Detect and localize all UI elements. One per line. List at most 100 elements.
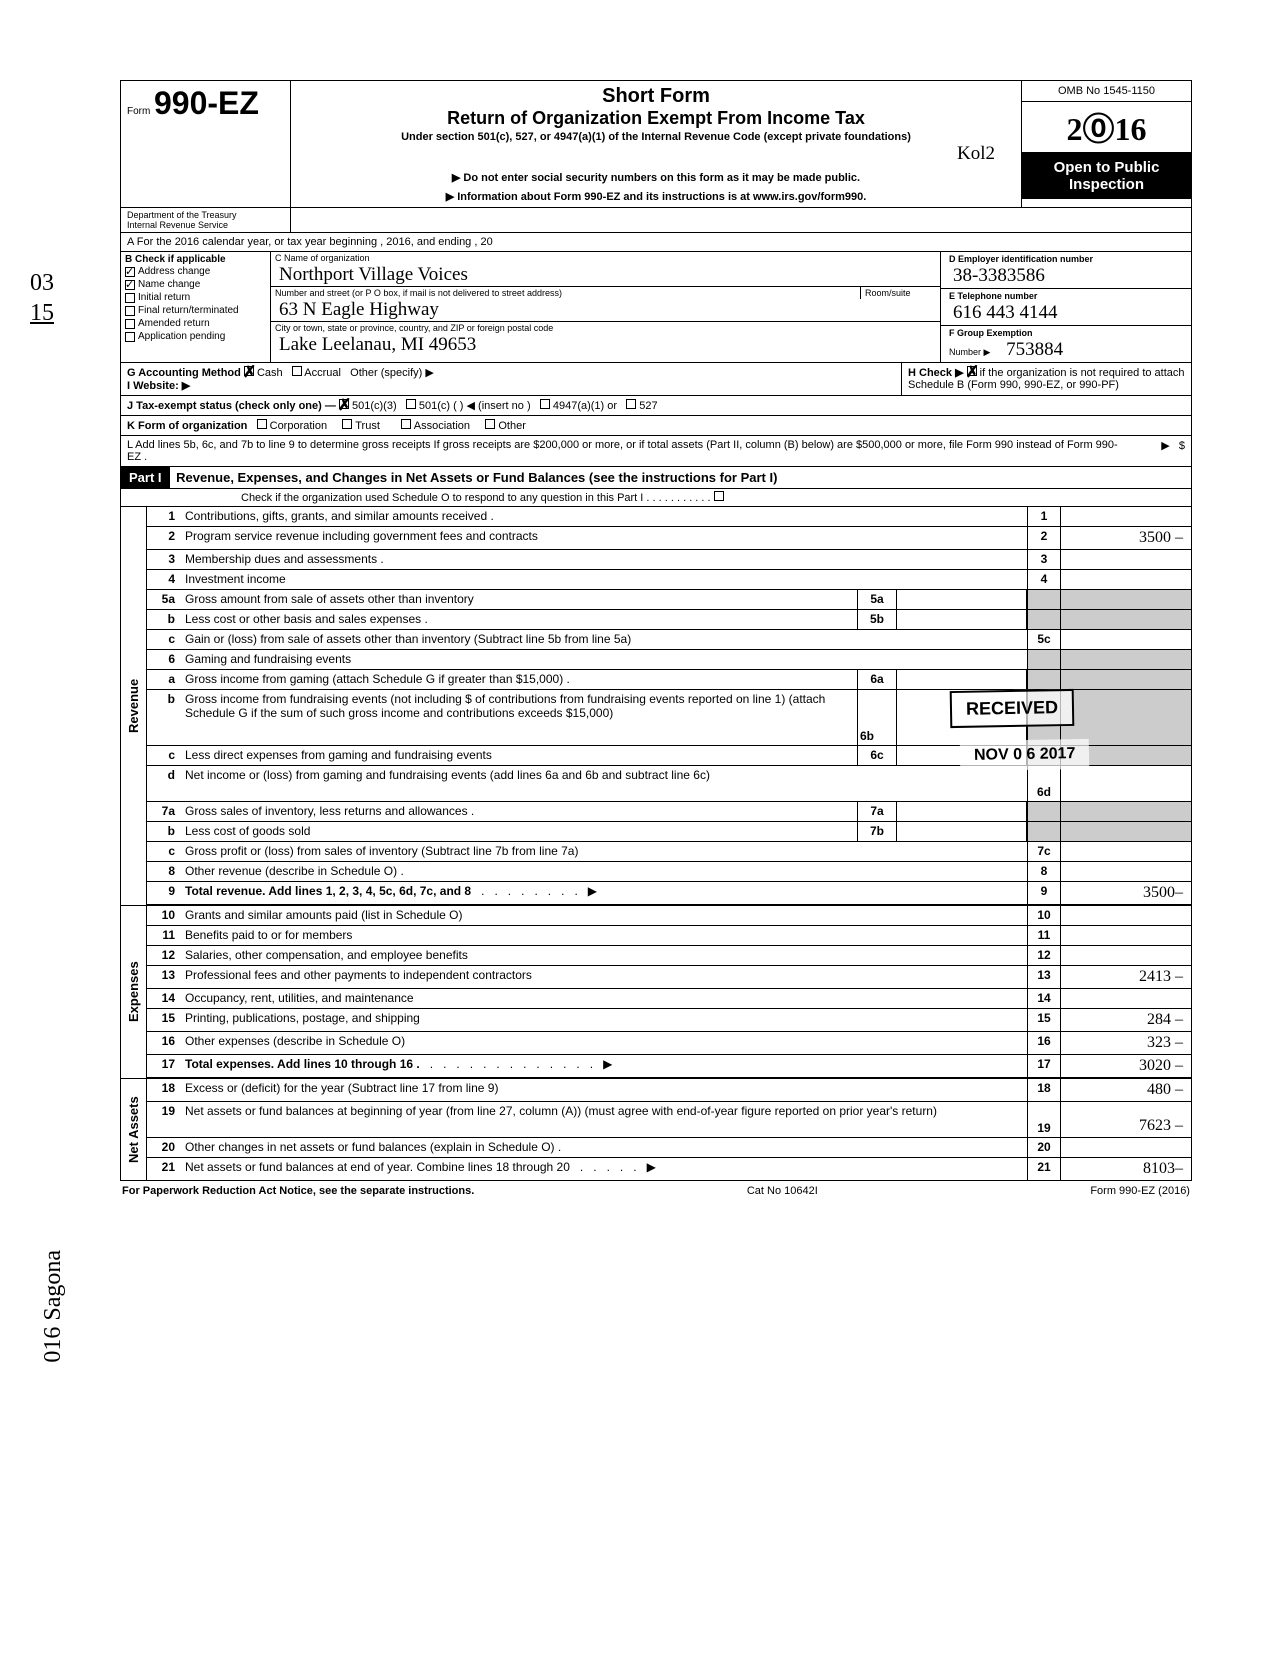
value-13: 2413 –	[1061, 966, 1191, 988]
association-option[interactable]: Association	[414, 420, 470, 432]
schedule-o-check: Check if the organization used Schedule …	[121, 489, 1191, 507]
527-option[interactable]: 527	[639, 400, 657, 412]
other-method[interactable]: Other (specify) ▶	[350, 367, 434, 379]
col-c-name-address: C Name of organization Northport Village…	[271, 252, 941, 362]
501c3-option[interactable]: 501(c)(3)	[352, 400, 397, 412]
paperwork-notice: For Paperwork Reduction Act Notice, see …	[122, 1185, 474, 1197]
org-name-label: C Name of organization	[271, 252, 940, 264]
received-stamp: RECEIVED	[950, 689, 1075, 728]
form-number-box: Form 990-EZ	[121, 81, 291, 207]
title-box: Short Form Return of Organization Exempt…	[291, 81, 1021, 207]
check-initial-return[interactable]: Initial return	[125, 291, 266, 304]
check-name-change[interactable]: Name change	[125, 278, 266, 291]
check-final-return[interactable]: Final return/terminated	[125, 304, 266, 317]
line-10: Grants and similar amounts paid (list in…	[181, 906, 1027, 925]
line-11: Benefits paid to or for members	[181, 926, 1027, 945]
check-address-change[interactable]: Address change	[125, 265, 266, 278]
row-a-tax-year: A For the 2016 calendar year, or tax yea…	[121, 233, 1191, 252]
form-label: Form	[127, 106, 150, 117]
line-5a: Gross amount from sale of assets other t…	[181, 590, 857, 609]
title-under: Under section 501(c), 527, or 4947(a)(1)…	[299, 131, 1013, 143]
line-7b: Less cost of goods sold	[181, 822, 857, 841]
line-9: Total revenue. Add lines 1, 2, 3, 4, 5c,…	[181, 882, 1027, 904]
title-sub: Return of Organization Exempt From Incom…	[299, 108, 1013, 129]
info-note: ▶ Information about Form 990-EZ and its …	[299, 190, 1013, 203]
part-label: Part I	[121, 467, 170, 488]
check-amended[interactable]: Amended return	[125, 317, 266, 330]
cash-option[interactable]: Cash	[257, 367, 283, 379]
line-20: Other changes in net assets or fund bala…	[181, 1138, 1027, 1157]
value-21: 8103–	[1061, 1158, 1191, 1180]
public-note: ▶ Do not enter social security numbers o…	[299, 171, 1013, 184]
margin-note: 016 Sagona	[40, 1250, 67, 1363]
org-city: Lake Leelanau, MI 49653	[271, 334, 940, 356]
omb-number: OMB No 1545-1150	[1022, 81, 1191, 102]
value-17: 3020 –	[1061, 1055, 1191, 1077]
line-16: Other expenses (describe in Schedule O)	[181, 1032, 1027, 1054]
line-8: Other revenue (describe in Schedule O) .	[181, 862, 1027, 881]
line-15: Printing, publications, postage, and shi…	[181, 1009, 1027, 1031]
accrual-option[interactable]: Accrual	[304, 367, 341, 379]
line-17: Total expenses. Add lines 10 through 16 …	[181, 1055, 1027, 1077]
margin-note: 15	[30, 300, 54, 327]
line-21: Net assets or fund balances at end of ye…	[181, 1158, 1027, 1180]
line-6: Gaming and fundraising events	[181, 650, 1027, 669]
line-3: Membership dues and assessments .	[181, 550, 1027, 569]
form-version: Form 990-EZ (2016)	[1090, 1185, 1190, 1197]
b-title: B Check if applicable	[125, 254, 266, 265]
entity-section: B Check if applicable Address change Nam…	[121, 252, 1191, 363]
row-g-accounting: G Accounting Method ✗ Cash Accrual Other…	[121, 363, 1191, 396]
expenses-label: Expenses	[121, 906, 147, 1078]
phone-value: 616 443 4144	[945, 302, 1187, 324]
501c-option[interactable]: 501(c) ( ) ◀ (insert no )	[419, 400, 531, 412]
website-label: I Website: ▶	[127, 380, 190, 392]
dept-info: Department of the Treasury Internal Reve…	[121, 208, 291, 232]
line-7a: Gross sales of inventory, less returns a…	[181, 802, 857, 821]
line-14: Occupancy, rent, utilities, and maintena…	[181, 989, 1027, 1008]
4947-option[interactable]: 4947(a)(1) or	[553, 400, 617, 412]
row-l-gross-receipts: L Add lines 5b, 6c, and 7b to line 9 to …	[121, 436, 1191, 466]
line-18: Excess or (deficit) for the year (Subtra…	[181, 1079, 1027, 1101]
line-4: Investment income	[181, 570, 1027, 589]
corporation-option[interactable]: Corporation	[270, 420, 327, 432]
value-9: 3500–	[1061, 882, 1191, 904]
line-5b: Less cost or other basis and sales expen…	[181, 610, 857, 629]
line-7c: Gross profit or (loss) from sales of inv…	[181, 842, 1027, 861]
form-number: 990-EZ	[154, 85, 259, 121]
line-5c: Gain or (loss) from sale of assets other…	[181, 630, 1027, 649]
tax-year: 2⓪16	[1022, 102, 1191, 153]
org-address: 63 N Eagle Highway	[271, 299, 940, 322]
net-assets-label: Net Assets	[121, 1079, 147, 1180]
line-19: Net assets or fund balances at beginning…	[181, 1102, 1027, 1137]
form-header: Form 990-EZ Short Form Return of Organiz…	[121, 81, 1191, 208]
addr-label: Number and street (or P O box, if mail i…	[271, 287, 860, 299]
ein-value: 38-3383586	[945, 265, 1187, 287]
room-label: Room/suite	[860, 287, 940, 299]
form-footer: For Paperwork Reduction Act Notice, see …	[120, 1181, 1192, 1201]
city-label: City or town, state or province, country…	[271, 322, 940, 334]
value-15: 284 –	[1061, 1009, 1191, 1031]
ein-label: D Employer identification number	[945, 253, 1187, 265]
trust-option[interactable]: Trust	[355, 420, 380, 432]
check-pending[interactable]: Application pending	[125, 330, 266, 343]
line-12: Salaries, other compensation, and employ…	[181, 946, 1027, 965]
phone-label: E Telephone number	[945, 290, 1187, 302]
value-2: 3500 –	[1061, 527, 1191, 549]
col-d-ein: D Employer identification number 38-3383…	[941, 252, 1191, 362]
line-6d: Net income or (loss) from gaming and fun…	[181, 766, 1027, 801]
revenue-label: Revenue	[121, 507, 147, 905]
right-header: OMB No 1545-1150 2⓪16 Open to Public Ins…	[1021, 81, 1191, 207]
expenses-section: Expenses 10Grants and similar amounts pa…	[121, 905, 1191, 1078]
row-k-org-form: K Form of organization Corporation Trust…	[121, 416, 1191, 436]
kol2-note: Kol2	[949, 143, 1003, 165]
accounting-label: G Accounting Method	[127, 367, 241, 379]
form-990ez: Form 990-EZ Short Form Return of Organiz…	[120, 80, 1192, 1181]
open-public: Open to Public Inspection	[1022, 153, 1191, 199]
other-org-option[interactable]: Other	[498, 420, 526, 432]
line-6a: Gross income from gaming (attach Schedul…	[181, 670, 857, 689]
margin-note: 03	[30, 270, 54, 297]
value-18: 480 –	[1061, 1079, 1191, 1101]
group-exempt-label: F Group Exemption	[945, 327, 1187, 339]
line-2: Program service revenue including govern…	[181, 527, 1027, 549]
value-19: 7623 –	[1061, 1102, 1191, 1137]
